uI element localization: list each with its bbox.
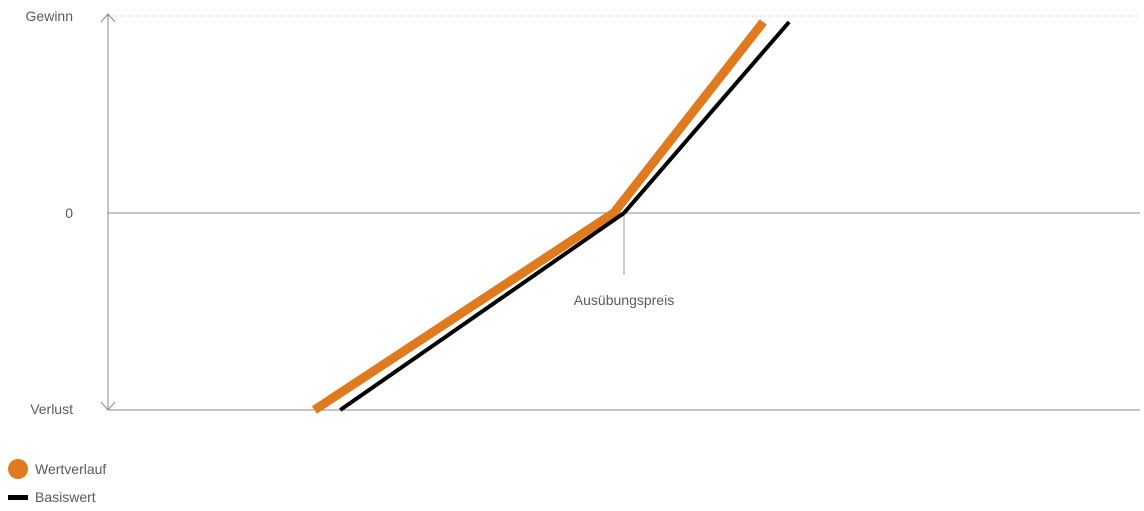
series-line-wertverlauf: [311, 19, 767, 414]
series-line-basiswert: [339, 20, 791, 412]
y-label-verlust: Verlust: [30, 401, 73, 417]
arrow-up-icon: [100, 13, 116, 23]
legend-item-basiswert: Basiswert: [8, 483, 106, 511]
payoff-chart: Gewinn 0 Verlust Ausübungspreis: [26, 8, 1140, 417]
legend-dot-icon: [8, 459, 28, 479]
legend: Wertverlauf Basiswert: [8, 455, 106, 511]
y-label-gewinn: Gewinn: [26, 8, 73, 24]
legend-line-icon: [8, 494, 28, 500]
legend-label-basiswert: Basiswert: [35, 489, 96, 505]
series-layer: [311, 19, 791, 414]
legend-label-wertverlauf: Wertverlauf: [35, 461, 107, 477]
strike-price-label: Ausübungspreis: [574, 292, 674, 308]
legend-item-wertverlauf: Wertverlauf: [8, 455, 106, 483]
arrow-down-icon: [100, 401, 116, 411]
y-label-zero: 0: [65, 205, 73, 221]
